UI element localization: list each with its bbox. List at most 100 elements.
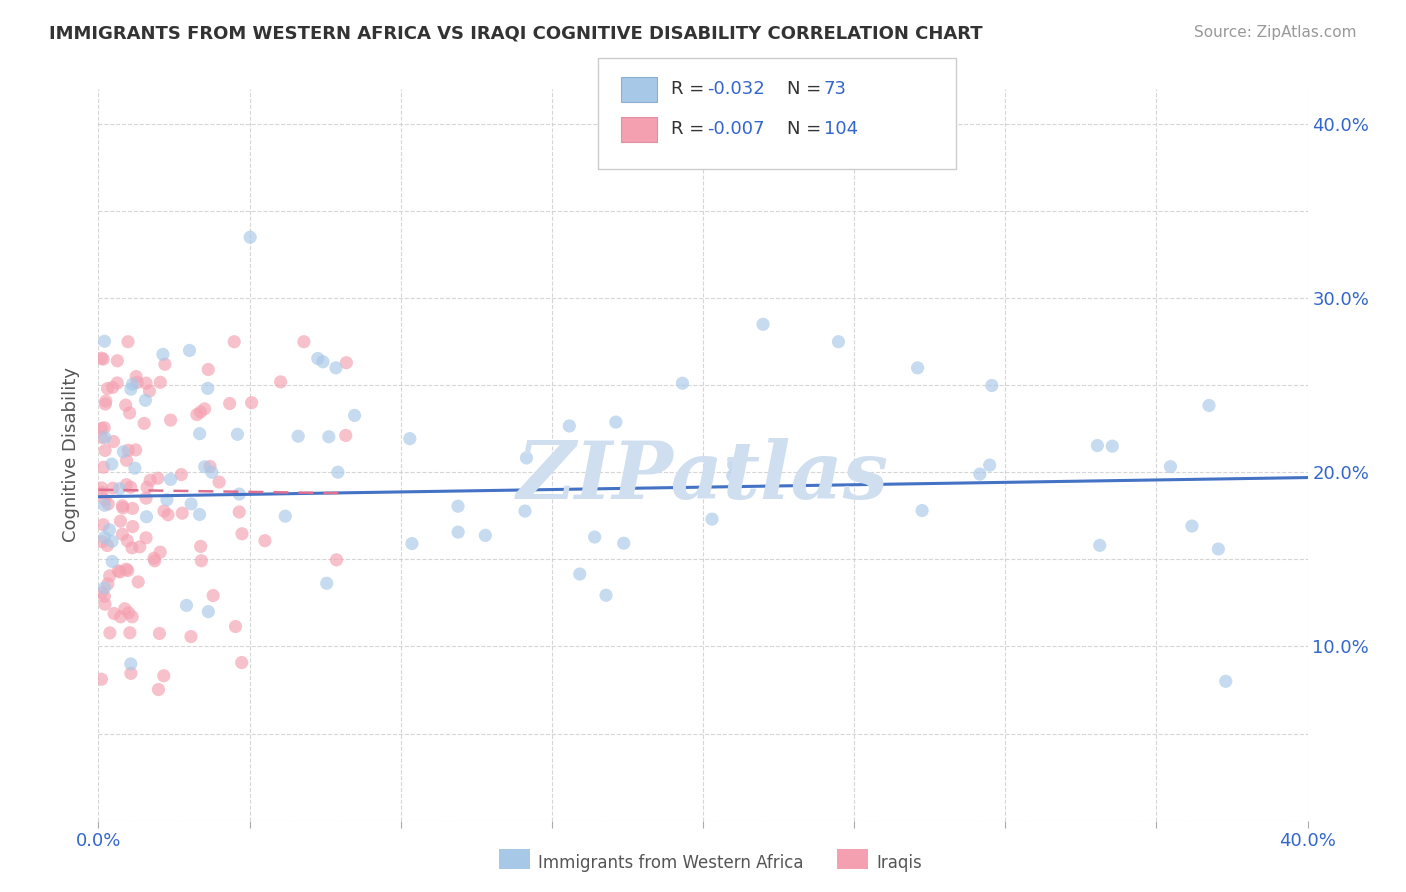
Point — [101, 481, 124, 495]
Point — [90, 586, 112, 600]
Point — [208, 475, 231, 489]
Point — [93, 498, 115, 512]
Point — [188, 508, 211, 522]
Point — [135, 491, 157, 505]
Point — [120, 480, 142, 494]
Point — [315, 576, 337, 591]
Point — [134, 393, 156, 408]
Point — [447, 500, 470, 514]
Point — [979, 458, 1001, 472]
Point — [186, 408, 208, 422]
Point — [568, 566, 591, 581]
Point — [94, 597, 117, 611]
Point — [143, 554, 166, 568]
Text: Iraqis: Iraqis — [876, 854, 922, 871]
Point — [224, 334, 246, 349]
Point — [752, 318, 775, 332]
Point — [115, 477, 138, 491]
Text: Source: ZipAtlas.com: Source: ZipAtlas.com — [1194, 25, 1357, 40]
Point — [138, 384, 160, 398]
Point — [93, 531, 115, 545]
Point — [153, 357, 176, 371]
Point — [176, 599, 198, 613]
Point — [907, 360, 929, 375]
Point — [103, 434, 125, 449]
Point — [121, 519, 143, 533]
Text: N =: N = — [787, 80, 827, 98]
Point — [120, 666, 142, 681]
Point — [474, 528, 496, 542]
Point — [121, 541, 143, 555]
Text: IMMIGRANTS FROM WESTERN AFRICA VS IRAQI COGNITIVE DISABILITY CORRELATION CHART: IMMIGRANTS FROM WESTERN AFRICA VS IRAQI … — [49, 25, 983, 43]
Point — [105, 376, 128, 390]
Point — [148, 626, 170, 640]
Point — [159, 413, 181, 427]
Point — [194, 459, 217, 474]
Point — [93, 581, 115, 595]
Point — [226, 427, 249, 442]
Point — [124, 442, 146, 457]
Point — [117, 334, 139, 349]
Point — [583, 530, 606, 544]
Point — [231, 526, 253, 541]
Point — [179, 343, 201, 358]
Text: R =: R = — [671, 80, 710, 98]
Point — [156, 492, 179, 507]
Point — [117, 533, 139, 548]
Point — [105, 353, 128, 368]
Point — [101, 534, 124, 549]
Point — [127, 574, 149, 589]
Point — [170, 467, 193, 482]
Point — [515, 450, 537, 465]
Point — [90, 421, 112, 435]
Point — [287, 429, 309, 443]
Point — [96, 382, 118, 396]
Point — [93, 334, 115, 349]
Point — [197, 605, 219, 619]
Text: -0.032: -0.032 — [707, 80, 765, 98]
Point — [1159, 459, 1181, 474]
Point — [94, 431, 117, 445]
Point — [148, 682, 170, 697]
Point — [121, 609, 143, 624]
Point — [96, 539, 118, 553]
Point — [115, 562, 138, 576]
Point — [1198, 399, 1220, 413]
Point — [117, 443, 139, 458]
Point — [198, 459, 221, 474]
Point — [1087, 439, 1109, 453]
Text: N =: N = — [787, 120, 827, 138]
Point — [723, 458, 745, 472]
Point — [101, 554, 124, 568]
Point — [270, 375, 292, 389]
Point — [135, 376, 157, 391]
Point — [980, 378, 1002, 392]
Point — [343, 409, 366, 423]
Point — [605, 415, 627, 429]
Point — [225, 619, 247, 633]
Point — [240, 395, 263, 409]
Point — [114, 398, 136, 412]
Point — [93, 460, 115, 475]
Point — [274, 509, 297, 524]
Point — [152, 347, 174, 361]
Y-axis label: Cognitive Disability: Cognitive Disability — [62, 368, 80, 542]
Point — [1088, 538, 1111, 552]
Point — [231, 656, 253, 670]
Point — [136, 480, 159, 494]
Point — [121, 501, 143, 516]
Point — [94, 397, 117, 411]
Point — [115, 453, 138, 467]
Point — [128, 540, 150, 554]
Point — [969, 467, 991, 481]
Text: Immigrants from Western Africa: Immigrants from Western Africa — [538, 854, 804, 871]
Point — [558, 419, 581, 434]
Point — [401, 536, 423, 550]
Point — [98, 523, 121, 537]
Point — [146, 471, 169, 485]
Point — [110, 609, 132, 624]
Point — [118, 625, 141, 640]
Point — [201, 465, 224, 479]
Point — [335, 428, 357, 442]
Point — [700, 512, 723, 526]
